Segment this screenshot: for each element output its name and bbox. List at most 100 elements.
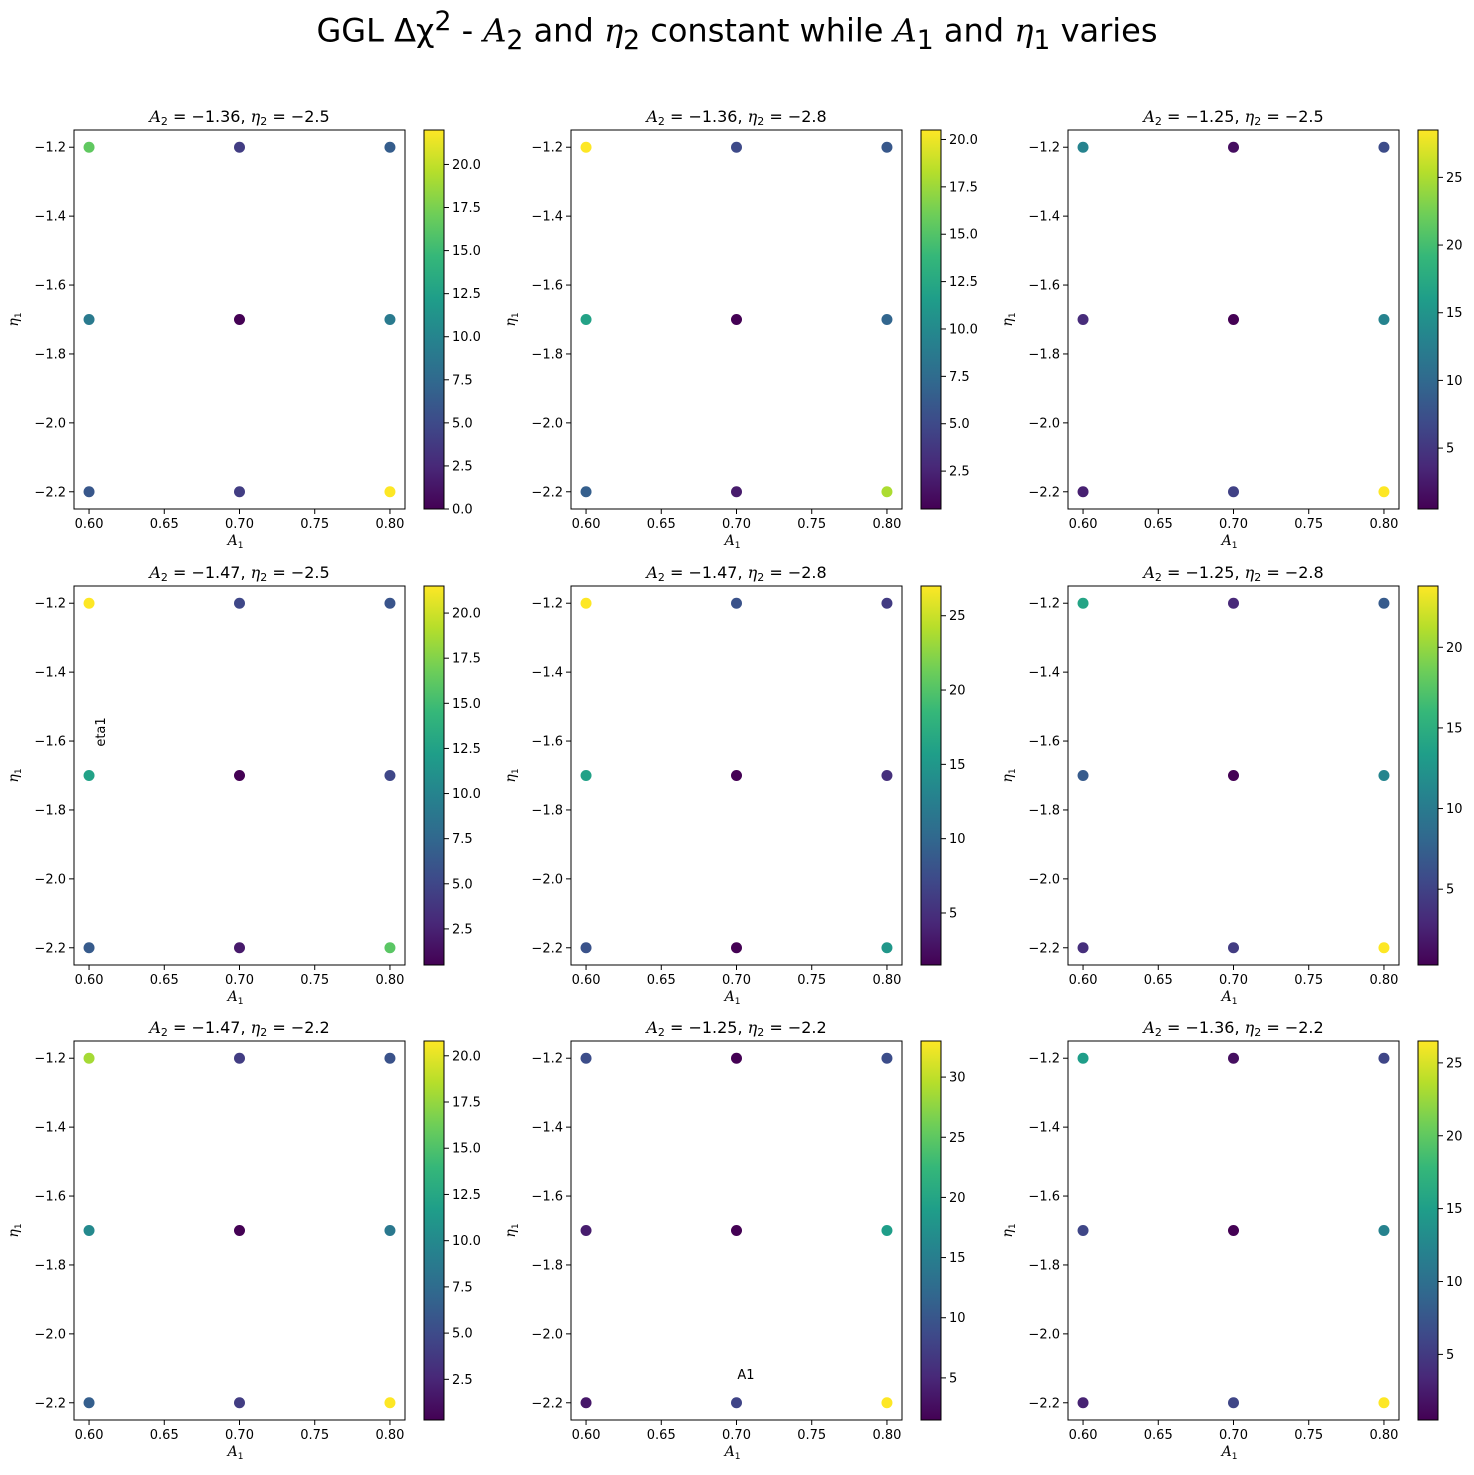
colorbar-tick-label: 7.5	[452, 1280, 473, 1295]
colorbar-tick-label: 12.5	[949, 275, 978, 290]
scatter-point	[580, 314, 592, 325]
scatter-point	[234, 314, 245, 325]
x-tick-label: 0.70	[225, 517, 254, 532]
colorbar	[920, 129, 942, 510]
colorbar-tick-label: 15.0	[949, 228, 978, 243]
y-tick-label: −2.0	[34, 416, 66, 431]
scatter-point	[881, 770, 893, 781]
scatter-point	[580, 597, 592, 609]
subplot-7: 0.60 0.65 0.70 0.75 0.80 −1.2 −1.4 −1.6 −1.8 −2.0…	[6, 1018, 481, 1462]
colorbar-tick-label: 10.0	[949, 322, 978, 337]
y-axis-label: η1	[1000, 1223, 1018, 1237]
colorbar	[423, 585, 445, 966]
scatter-point	[580, 1397, 592, 1409]
scatter-point	[83, 1397, 95, 1409]
figure-title: GGL Δχ2 - A2 and η2 constant while A1 an…	[316, 6, 1158, 57]
scatter-point	[384, 942, 396, 954]
annotation-text: A1	[737, 1368, 754, 1383]
y-tick-label: −2.2	[1028, 485, 1060, 500]
scatter-point	[1077, 1397, 1089, 1409]
colorbar-tick-label: 10	[1446, 802, 1463, 817]
x-axis-label: A1	[1220, 1444, 1238, 1462]
scatter-point	[881, 597, 893, 609]
colorbar-tick-label: 5	[1446, 442, 1454, 457]
scatter-point	[1077, 770, 1089, 781]
y-tick-label: −1.2	[531, 597, 563, 612]
y-tick-label: −1.2	[34, 1052, 66, 1067]
colorbar-tick-label: 25	[1446, 1056, 1463, 1071]
y-tick-label: −1.4	[1028, 1121, 1060, 1136]
colorbar-tick-label: 10.0	[452, 1234, 481, 1249]
colorbar-tick-label: 25	[949, 609, 966, 624]
x-tick-label: 0.75	[300, 1428, 329, 1443]
y-axis-label: η1	[503, 768, 521, 782]
x-tick-label: 0.60	[1069, 1428, 1098, 1443]
y-tick-label: −1.6	[34, 1190, 66, 1205]
colorbar	[1417, 129, 1439, 510]
colorbar-tick-label: 5	[949, 1371, 957, 1386]
colorbar-tick-label: 20	[1446, 239, 1463, 254]
scatter-point	[384, 1397, 396, 1409]
colorbar-tick-label: 20.0	[452, 158, 481, 173]
y-tick-label: −1.2	[1028, 141, 1060, 156]
y-tick-label: −1.2	[1028, 1052, 1060, 1067]
x-tick-label: 0.60	[75, 1428, 104, 1443]
colorbar-tick-label: 0.0	[452, 503, 473, 518]
colorbar-tick-label: 20.0	[949, 133, 978, 148]
x-tick-label: 0.75	[797, 1428, 826, 1443]
y-tick-label: −1.8	[34, 347, 66, 362]
x-tick-label: 0.70	[225, 1428, 254, 1443]
annotation-text: eta1	[94, 717, 109, 746]
y-tick-label: −2.2	[531, 485, 563, 500]
scatter-point	[384, 1052, 396, 1064]
colorbar-tick-label: 2.5	[452, 922, 473, 937]
subplot-4: 0.60 0.65 0.70 0.75 0.80 −1.2 −1.4 −1.6 −1.8 −2.0…	[6, 563, 481, 1007]
y-axis-label: η1	[6, 768, 24, 782]
colorbar-tick-label: 7.5	[452, 832, 473, 847]
y-tick-label: −2.2	[531, 1396, 563, 1411]
x-tick-label: 0.80	[375, 1428, 404, 1443]
colorbar-tick-label: 15	[1446, 721, 1463, 736]
y-tick-label: −2.2	[34, 1396, 66, 1411]
subplot-1: 0.60 0.65 0.70 0.75 0.80 −1.2 −1.4 −1.6 −1.8 −2.0…	[6, 107, 481, 551]
subplot-5: 0.60 0.65 0.70 0.75 0.80 −1.2 −1.4 −1.6 −1.8 −2.0…	[503, 563, 966, 1007]
scatter-point	[1378, 942, 1390, 954]
x-tick-label: 0.70	[1219, 1428, 1248, 1443]
colorbar-tick-label: 5	[949, 906, 957, 921]
y-tick-label: −1.2	[1028, 597, 1060, 612]
scatter-point	[580, 942, 592, 954]
y-tick-label: −1.6	[34, 279, 66, 294]
subplot-2: 0.60 0.65 0.70 0.75 0.80 −1.2 −1.4 −1.6 −1.8 −2.0…	[503, 107, 978, 551]
scatter-point	[1077, 1052, 1089, 1064]
x-axis-label: A1	[226, 533, 244, 551]
scatter-point	[234, 486, 245, 498]
colorbar-tick-label: 5.0	[452, 416, 473, 431]
x-tick-label: 0.80	[1369, 973, 1398, 988]
scatter-point	[881, 486, 893, 498]
colorbar-tick-label: 12.5	[452, 742, 481, 757]
subplot-title: A2 = −1.36, η2 = −2.2	[1141, 1018, 1323, 1039]
x-tick-label: 0.65	[150, 973, 179, 988]
scatter-point	[881, 942, 893, 954]
y-tick-label: −1.6	[1028, 279, 1060, 294]
y-tick-label: −1.8	[531, 1258, 563, 1273]
x-tick-label: 0.60	[75, 517, 104, 532]
x-tick-label: 0.75	[1294, 517, 1323, 532]
scatter-point	[881, 1397, 893, 1409]
y-tick-label: −1.8	[1028, 347, 1060, 362]
y-axis-label: η1	[1000, 312, 1018, 326]
x-tick-label: 0.60	[1069, 973, 1098, 988]
x-tick-label: 0.60	[572, 973, 601, 988]
x-tick-label: 0.75	[300, 973, 329, 988]
colorbar-tick-label: 5.0	[949, 417, 970, 432]
scatter-point	[580, 770, 592, 781]
colorbar-tick-label: 2.5	[452, 459, 473, 474]
scatter-point	[731, 770, 742, 781]
x-tick-label: 0.65	[647, 1428, 676, 1443]
subplot-3: 0.60 0.65 0.70 0.75 0.80 −1.2 −1.4 −1.6 −1.8 −2.0…	[1000, 107, 1463, 551]
colorbar-tick-label: 20.0	[452, 1049, 481, 1064]
y-tick-label: −2.0	[34, 1327, 66, 1342]
scatter-point	[1228, 1397, 1239, 1409]
colorbar-tick-label: 15	[949, 758, 966, 773]
scatter-point	[83, 314, 95, 325]
